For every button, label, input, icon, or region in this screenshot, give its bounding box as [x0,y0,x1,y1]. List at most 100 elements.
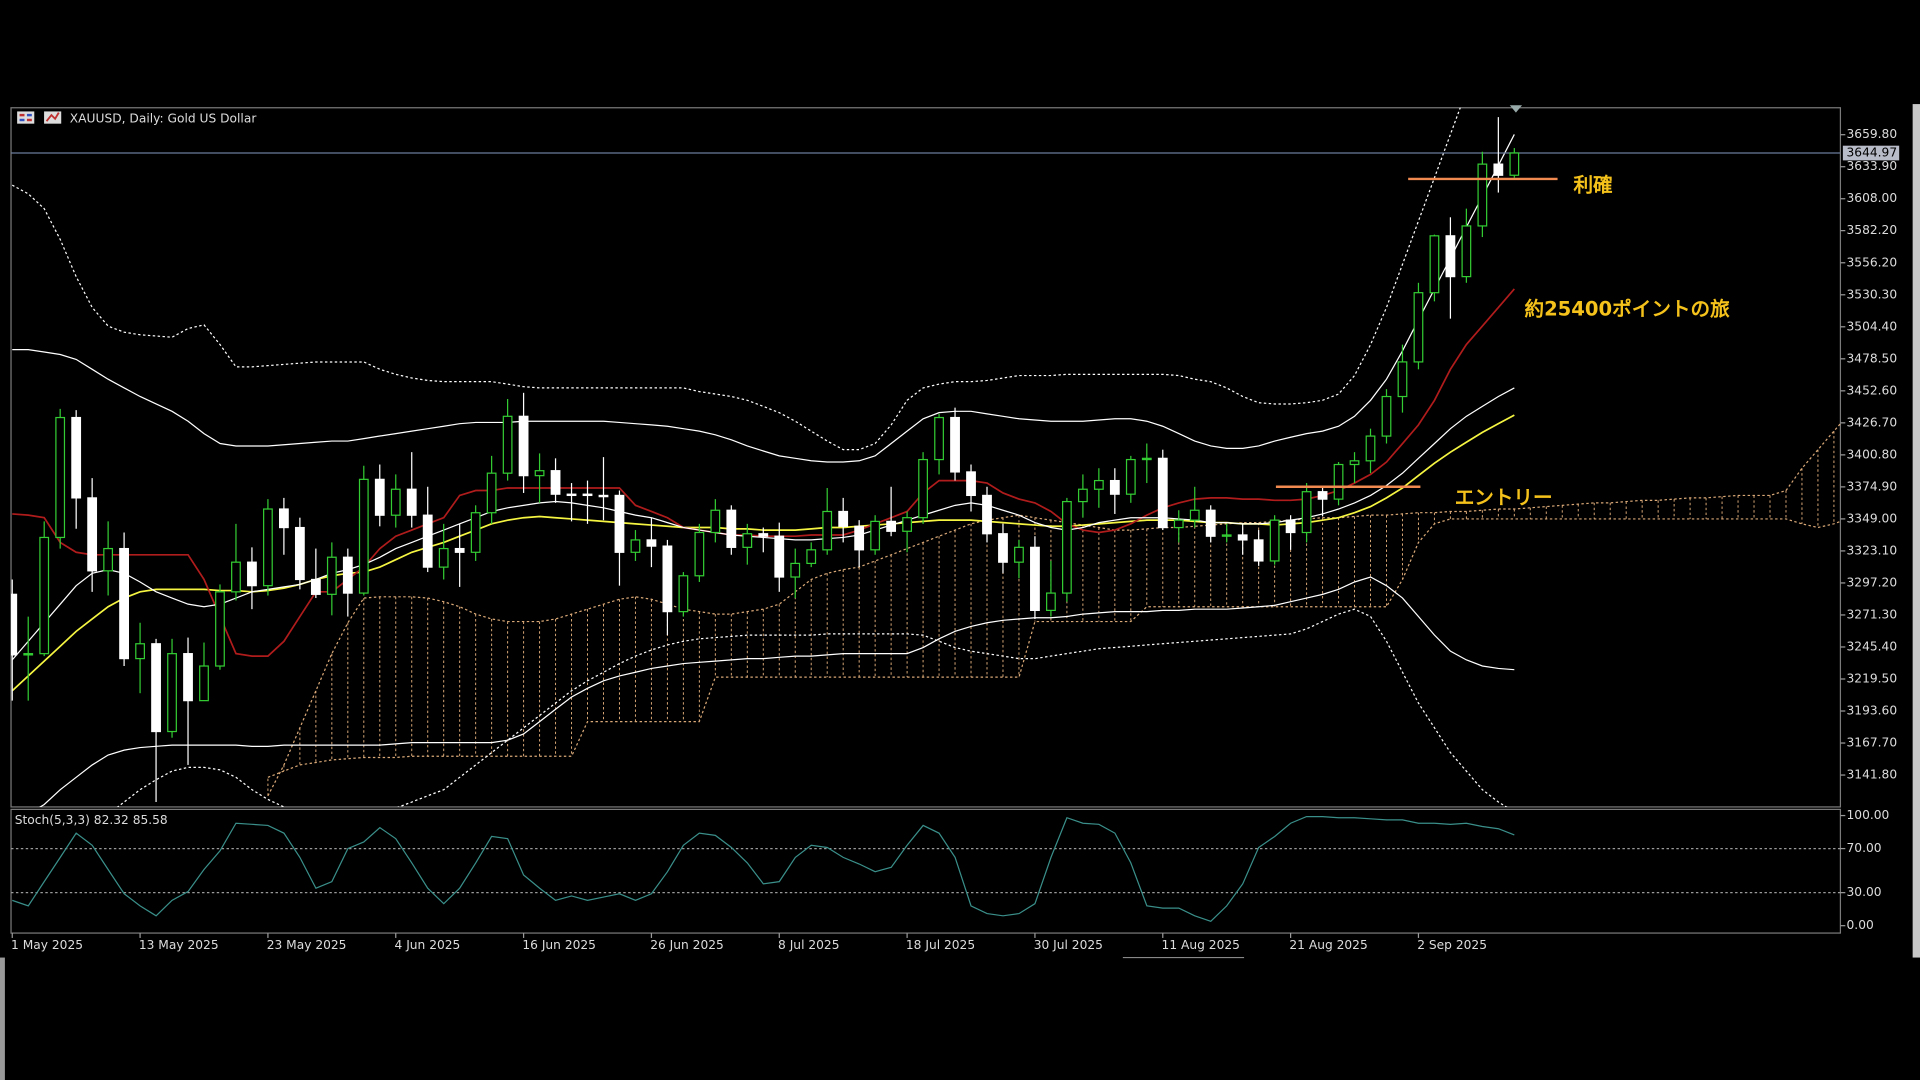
y-tick-label: 3297.20 [1847,575,1898,589]
candle-body [838,510,849,527]
y-tick-label: 3452.60 [1847,383,1898,397]
candle-body [934,416,944,461]
candle-body [998,533,1008,563]
candle-body [279,508,289,529]
shift-marker[interactable] [1509,105,1523,113]
stoch-title: Stoch(5,3,3) 82.32 85.58 [15,813,168,827]
candle-body [1205,509,1216,537]
candle-body [550,470,561,495]
candle-body [294,526,305,581]
candle-body [454,547,465,553]
candle-body [1413,292,1424,363]
x-tick-label: 18 Jul 2025 [906,938,975,952]
candle-body [263,508,273,587]
candle-body [518,415,529,477]
stoch-frame [10,808,1842,934]
indicator-line [12,134,1515,463]
candle-body [854,525,865,551]
candle-body [310,578,321,595]
candle-body [1397,361,1408,398]
candle-body [1461,225,1472,278]
cloud-span-b [267,518,1841,778]
candle-body [1221,534,1232,537]
candle-body [87,497,98,572]
candle-body [215,591,225,667]
y-tick-label: 3374.90 [1847,479,1898,493]
candle-body [822,510,833,551]
candle-body [1317,491,1328,500]
y-tick-label: 3271.30 [1847,607,1898,621]
candle-body [1381,395,1392,437]
candle-body [646,539,657,547]
indicator-line [39,576,1515,807]
candle-body [406,488,417,516]
candle-body [103,547,114,572]
candle-body [1093,479,1104,490]
candle-body [231,561,241,593]
candle-body [566,493,577,497]
candle-body [1014,546,1024,563]
candle-body [726,509,737,548]
scrollbar[interactable] [1912,104,1920,958]
annotation-label: 利確 [1573,174,1613,197]
main-plot [11,107,1841,807]
annotation-label: エントリー [1455,486,1553,509]
cloud-span-a [267,422,1841,797]
candle-body [614,494,625,553]
y-tick-label: 3141.80 [1847,768,1898,782]
x-tick-label: 16 Jun 2025 [522,938,596,952]
y-tick-label: 3556.20 [1847,255,1898,269]
candle-body [358,478,369,594]
current-price-label: 3644.97 [1847,146,1898,160]
y-tick-label: 70.00 [1847,841,1882,855]
y-tick-label: 30.00 [1847,885,1882,899]
candle-body [502,415,513,474]
candle-body [71,416,82,499]
y-tick-label: 3633.90 [1847,159,1898,173]
candle-body [662,545,673,613]
y-tick-label: 3323.10 [1847,543,1898,557]
candle-body [1349,460,1360,466]
candle-body [774,535,785,578]
candle-body [1046,592,1056,611]
candle-body [1285,519,1296,534]
window-edge [0,957,5,1080]
candle-body [1237,534,1248,541]
symbol-icons [17,111,62,124]
candle-body [247,561,257,587]
y-tick-label: 3349.00 [1847,511,1898,525]
candle-body [598,494,609,498]
candle-body [694,531,705,577]
x-tick-label: 1 May 2025 [11,938,83,952]
candle-body [534,470,545,477]
candle-body [1157,457,1168,529]
indicator-line [11,107,1461,451]
y-tick-label: 3400.80 [1847,447,1898,461]
candle-body [1429,235,1440,294]
y-tick-label: 3659.80 [1847,127,1898,141]
candle-body [1109,479,1120,495]
y-tick-label: 100.00 [1847,808,1890,822]
candle-body [902,517,912,532]
candle-body [342,556,353,594]
candle-body [23,653,34,656]
candle-body [678,575,689,613]
candle-body [1061,500,1072,594]
y-tick-label: 3608.00 [1847,191,1898,205]
candle-body [790,562,801,578]
candle-body [1077,488,1088,503]
y-tick-label: 3245.40 [1847,639,1898,653]
candle-body [470,512,481,553]
candle-body [1173,519,1184,529]
candle-body [199,665,209,702]
candle-body [710,509,721,534]
x-tick-label: 8 Jul 2025 [778,938,839,952]
candle-body [806,549,817,565]
candle-body [1189,509,1200,521]
candle-body [1253,539,1264,562]
y-tick-label: 3193.60 [1847,704,1898,718]
annotation-label: 約25400ポイントの旅 [1524,297,1730,320]
y-tick-label: 3504.40 [1847,319,1898,333]
